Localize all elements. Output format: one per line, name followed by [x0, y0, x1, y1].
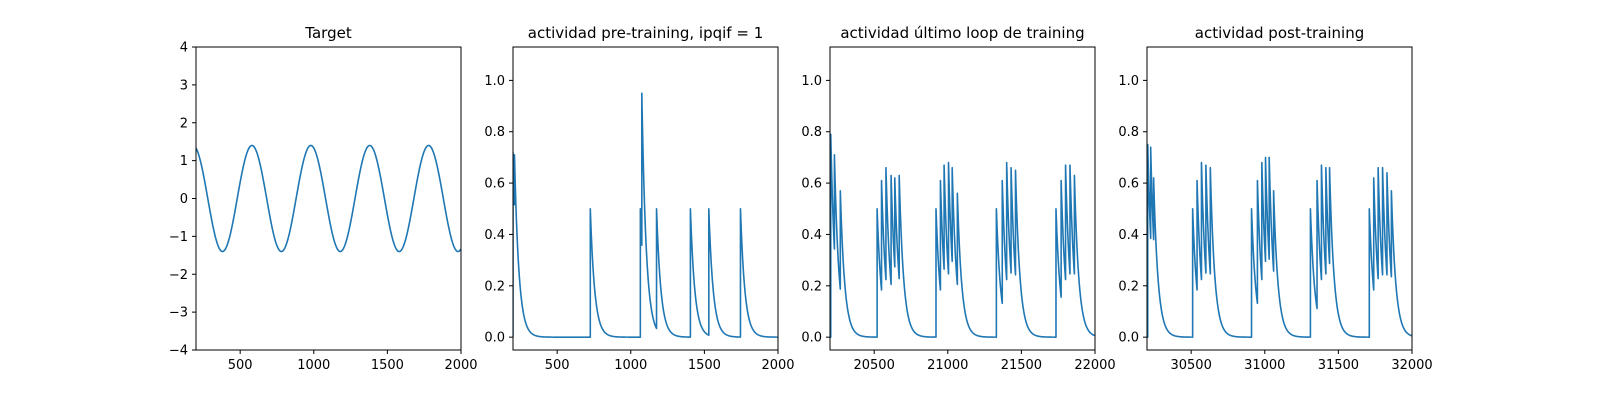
y-tick-label: 0.0	[1118, 331, 1139, 346]
y-tick-label: −3	[169, 306, 188, 321]
series-line	[1147, 143, 1412, 338]
x-tick-label: 30500	[1170, 358, 1211, 373]
x-tick-label: 1500	[371, 358, 404, 373]
x-tick-label: 20500	[853, 358, 894, 373]
x-tick-label: 31000	[1244, 358, 1285, 373]
y-tick-label: 0.8	[1118, 125, 1139, 140]
series-line	[513, 92, 778, 338]
axes-frame	[829, 46, 1096, 351]
series-line	[196, 144, 461, 253]
y-tick-label: 0.8	[484, 125, 505, 140]
x-tick-label: 2000	[444, 358, 477, 373]
y-tick-label: 0.2	[801, 279, 822, 294]
chart-panel-1: Target 500 1000 1500 2000 −4 −3 −2 −1 0 1 2 3 4	[169, 24, 478, 373]
y-tick-label: 1.0	[801, 74, 822, 89]
y-tick-label: 0.4	[484, 228, 505, 243]
x-tick-label: 500	[228, 358, 253, 373]
x-tick-label: 1000	[614, 358, 647, 373]
chart-title: actividad último loop de training	[840, 24, 1084, 42]
y-tick-label: 0.8	[801, 125, 822, 140]
y-tick-label: 0.4	[1118, 228, 1139, 243]
x-tick-label: 21000	[927, 358, 968, 373]
y-tick-label: 0.6	[484, 177, 505, 192]
y-tick-label: 0.6	[801, 177, 822, 192]
chart-title: Target	[304, 24, 352, 42]
chart-title: actividad post-training	[1195, 24, 1364, 42]
y-tick-label: 0	[180, 192, 188, 207]
chart-title: actividad pre-training, ipqif = 1	[528, 24, 764, 42]
x-tick-label: 1500	[688, 358, 721, 373]
y-tick-label: 0.2	[1118, 279, 1139, 294]
x-tick-label: 31500	[1318, 358, 1359, 373]
x-tick-label: 1000	[297, 358, 330, 373]
y-tick-label: −1	[169, 230, 188, 245]
y-tick-label: 1.0	[484, 74, 505, 89]
x-tick-label: 22000	[1074, 358, 1115, 373]
y-tick-label: 0.0	[484, 331, 505, 346]
y-tick-label: 0.4	[801, 228, 822, 243]
y-tick-label: 2	[180, 116, 188, 131]
x-tick-label: 32000	[1391, 358, 1432, 373]
axes-frame	[512, 46, 779, 351]
x-tick-label: 21500	[1001, 358, 1042, 373]
y-tick-label: 3	[180, 78, 188, 93]
chart-panel-3: actividad último loop de training 20500 21…	[801, 24, 1115, 373]
x-tick-label: 2000	[761, 358, 794, 373]
y-tick-label: 1	[180, 154, 188, 169]
y-tick-label: 0.6	[1118, 177, 1139, 192]
chart-panel-4: actividad post-training 30500 31000 31500 32…	[1118, 24, 1432, 373]
y-tick-label: −2	[169, 268, 188, 283]
y-tick-label: 4	[180, 41, 188, 56]
y-tick-label: 0.2	[484, 279, 505, 294]
y-tick-label: −4	[169, 344, 188, 359]
x-tick-label: 500	[545, 358, 570, 373]
y-tick-label: 0.0	[801, 331, 822, 346]
chart-panel-2: actividad pre-training, ipqif = 1 500 1000…	[484, 24, 794, 373]
y-tick-label: 1.0	[1118, 74, 1139, 89]
axes-frame	[195, 46, 462, 351]
series-line	[830, 133, 1095, 338]
axes-frame	[1146, 46, 1413, 351]
